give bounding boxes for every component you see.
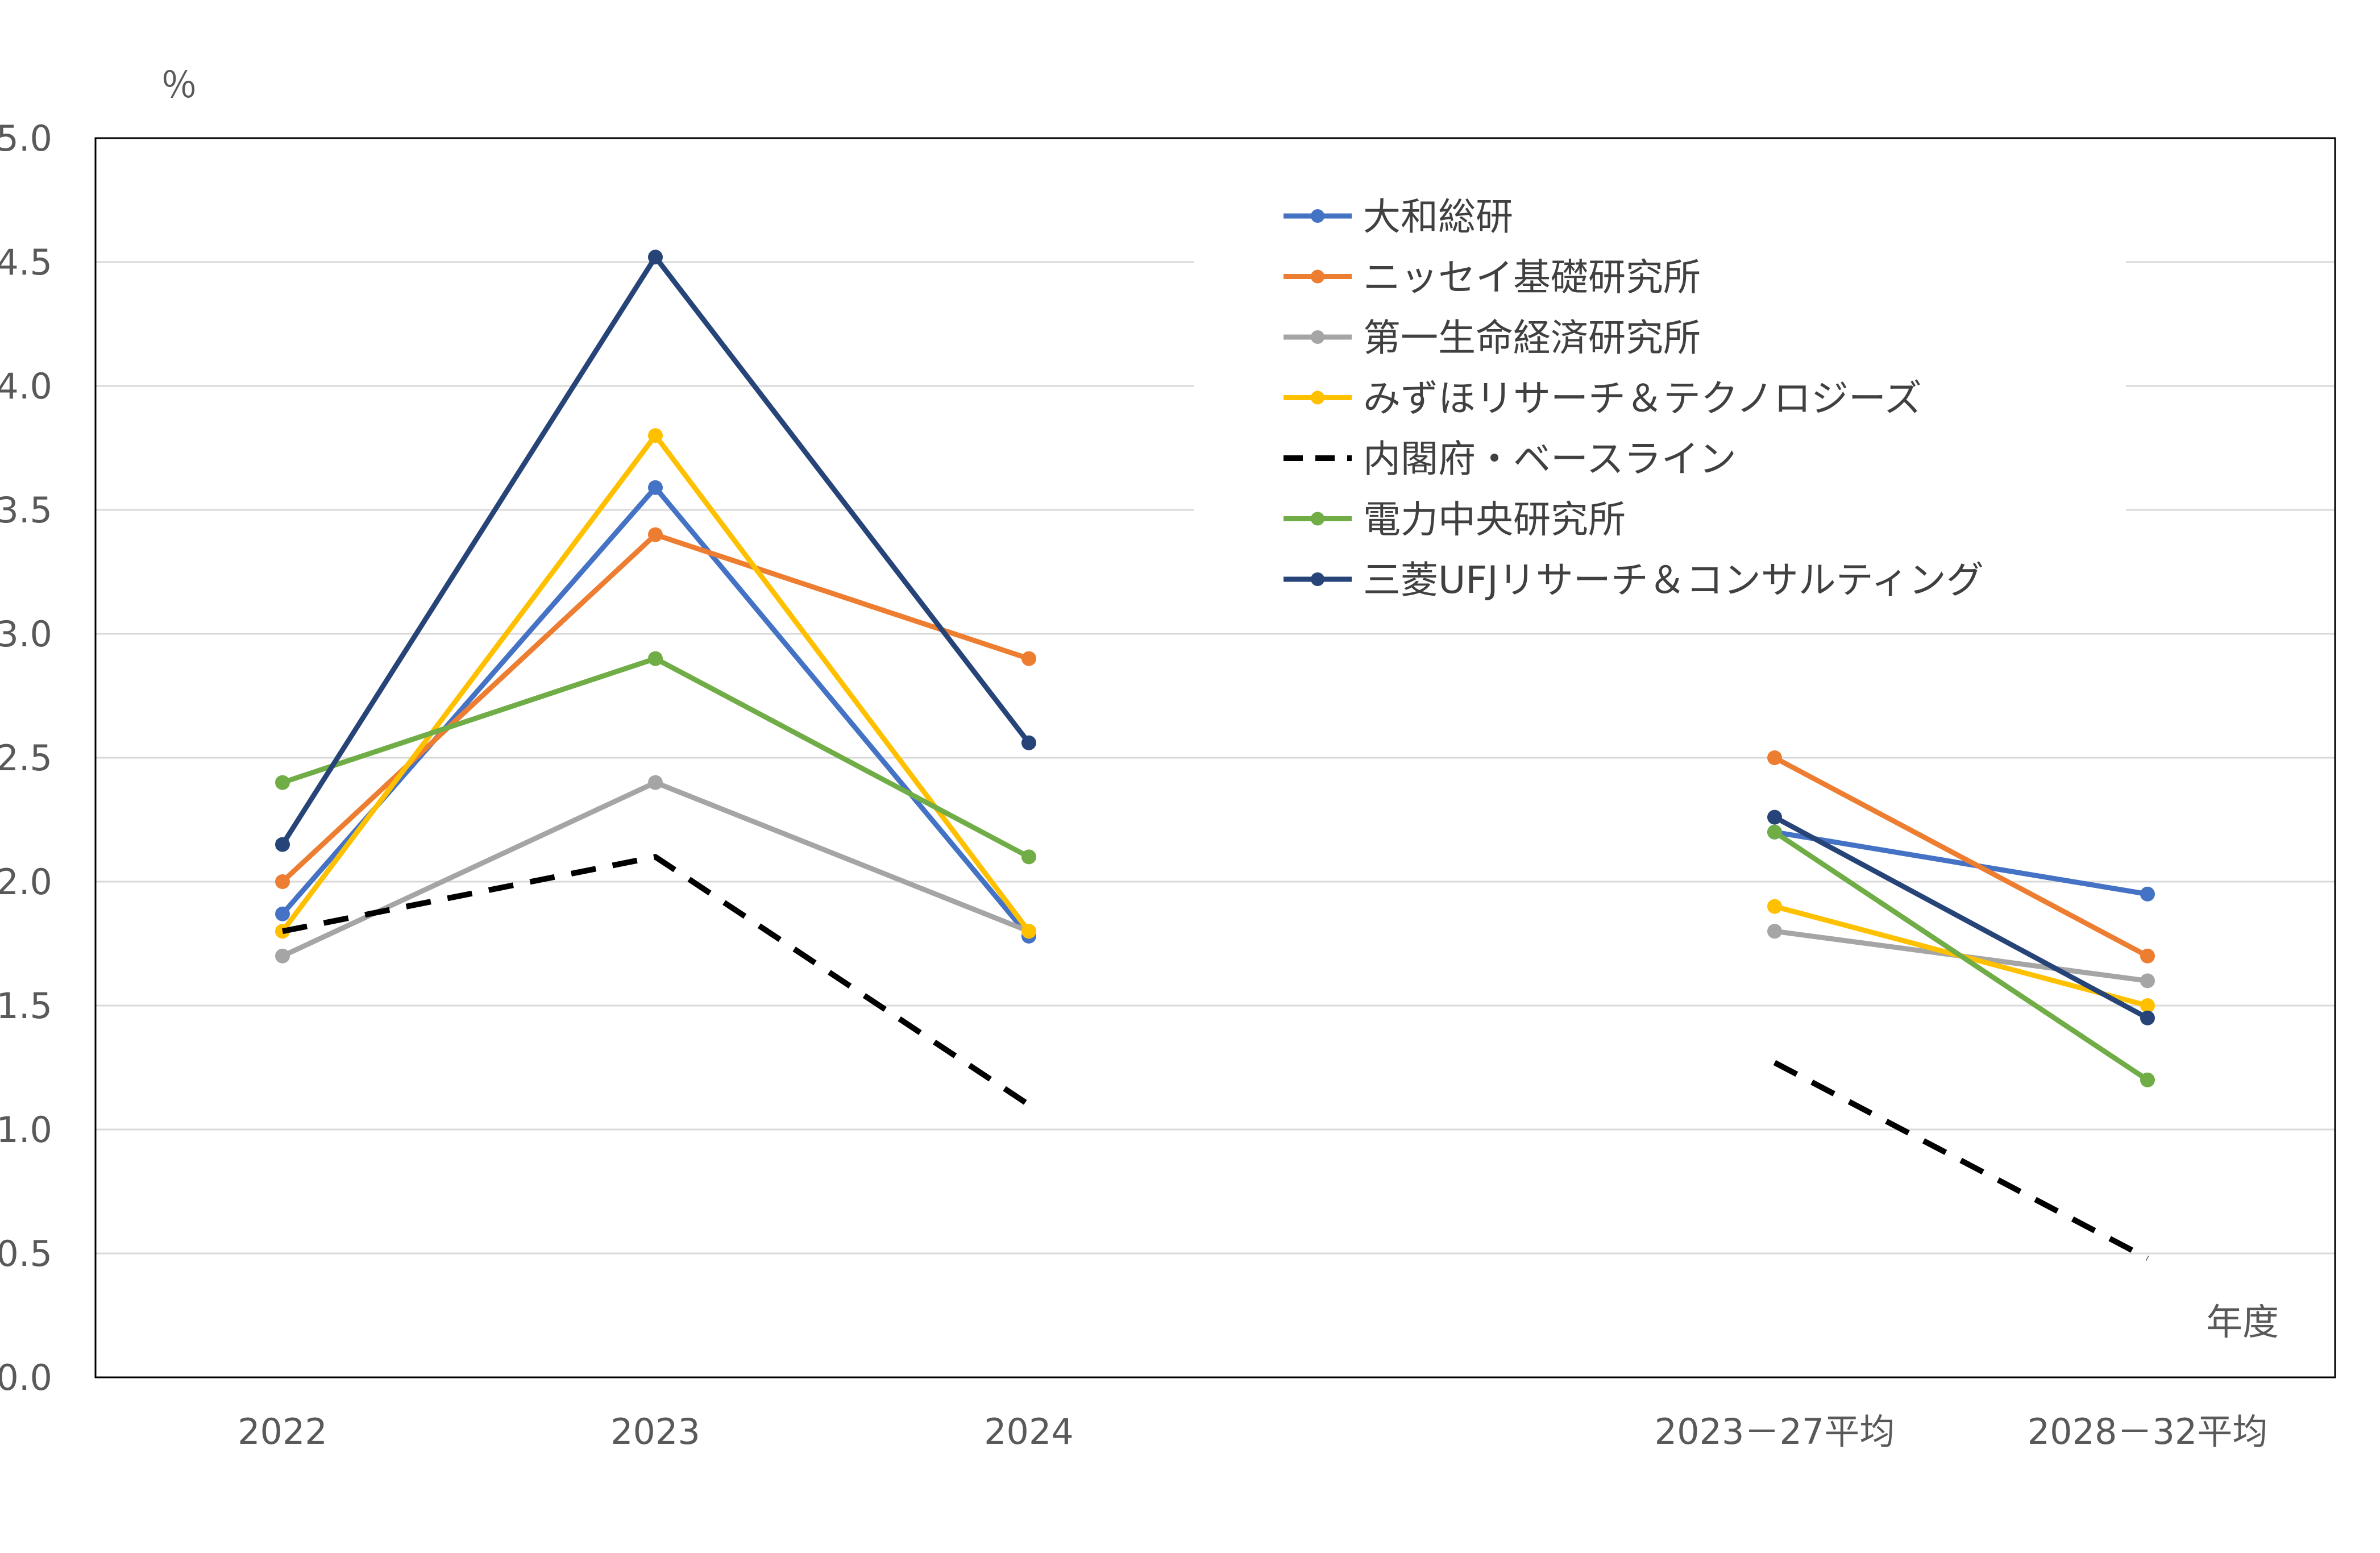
legend-label: 電力中央研究所 <box>1363 498 1626 542</box>
series-point <box>648 480 663 495</box>
series-point <box>1021 651 1036 666</box>
series-point <box>2140 1072 2155 1087</box>
x-axis-categories: 2022 2023 2024 2023－27平均 2028－32平均 <box>238 1411 2267 1452</box>
series-line <box>1772 755 2150 959</box>
y-tick-label: 4.5 <box>0 242 52 283</box>
legend-swatch-marker <box>1311 572 1324 586</box>
series-line <box>1772 829 2150 1083</box>
legend-label: ニッセイ基礎研究所 <box>1363 256 1701 300</box>
y-axis-ticks: 0.0 0.5 1.0 1.5 2.0 2.5 3.0 3.5 4.0 4.5 5.0 <box>0 118 52 1398</box>
series-point <box>275 874 290 889</box>
series-point <box>1767 750 1782 765</box>
y-tick-label: 2.0 <box>0 861 52 903</box>
series-point <box>2140 1010 2155 1025</box>
y-tick-label: 0.0 <box>0 1357 52 1398</box>
legend-background <box>1194 171 2126 614</box>
y-tick-label: 0.5 <box>0 1233 52 1274</box>
y-tick-label: 1.0 <box>0 1109 52 1151</box>
series-line <box>1773 1060 2149 1261</box>
series-point <box>2140 998 2155 1013</box>
legend-swatch-marker <box>1311 330 1324 344</box>
series-point <box>1021 849 1036 865</box>
legend-label: 大和総研 <box>1363 195 1513 239</box>
series-line <box>280 254 1032 848</box>
x-category-label: 2028－32平均 <box>2028 1411 2268 1452</box>
legend-swatch-marker <box>1311 391 1324 405</box>
legend-label: 内閣府・ベースライン <box>1363 437 1737 481</box>
y-axis-unit-label: ％ <box>161 65 197 107</box>
y-tick-label: 2.5 <box>0 737 52 779</box>
series-point <box>2140 973 2155 989</box>
x-category-label: 2022 <box>238 1411 327 1452</box>
y-tick-label: 4.0 <box>0 366 52 407</box>
series-point <box>648 775 663 790</box>
y-tick-label: 3.0 <box>0 613 52 655</box>
y-tick-label: 3.5 <box>0 489 52 531</box>
x-category-label: 2023 <box>610 1411 700 1452</box>
series-lines <box>275 250 2155 1261</box>
x-category-label: 2024 <box>984 1411 1074 1452</box>
series-point <box>1767 924 1782 939</box>
legend-swatch-marker <box>1311 512 1324 526</box>
legend: 大和総研ニッセイ基礎研究所第一生命経済研究所みずほリサーチ＆テクノロジーズ内閣府… <box>1284 195 1984 602</box>
series-point <box>2140 948 2155 964</box>
x-category-label: 2023－27平均 <box>1655 1411 1895 1452</box>
y-tick-label: 1.5 <box>0 985 52 1027</box>
series-line <box>1772 829 2150 897</box>
series-point <box>2140 886 2155 902</box>
series-line <box>282 854 1031 1107</box>
series-point <box>648 428 663 443</box>
legend-label: 三菱UFJリサーチ＆コンサルティング <box>1363 558 1984 602</box>
series-point <box>1021 924 1036 939</box>
series-point <box>1767 824 1782 840</box>
plot-area-border <box>94 137 2336 1378</box>
legend-swatch-marker <box>1311 269 1324 284</box>
series-point <box>1767 809 1782 825</box>
legend-label: 第一生命経済研究所 <box>1363 316 1701 360</box>
series-line <box>280 780 1032 959</box>
series-point <box>275 948 290 964</box>
series-point <box>1767 899 1782 914</box>
y-tick-label: 5.0 <box>0 118 52 159</box>
series-line <box>1772 815 2150 1021</box>
series-point <box>648 250 663 265</box>
series-line <box>280 485 1032 939</box>
x-axis-unit-label: 年度 <box>2206 1302 2279 1344</box>
legend-label: みずほリサーチ＆テクノロジーズ <box>1363 377 1922 421</box>
series-point <box>275 775 290 790</box>
series-point <box>1021 735 1036 750</box>
series-point <box>275 837 290 852</box>
series-point <box>275 906 290 921</box>
series-point <box>648 527 663 542</box>
series-point <box>648 651 663 666</box>
series-line <box>280 532 1032 885</box>
legend-swatch-marker <box>1311 209 1324 223</box>
